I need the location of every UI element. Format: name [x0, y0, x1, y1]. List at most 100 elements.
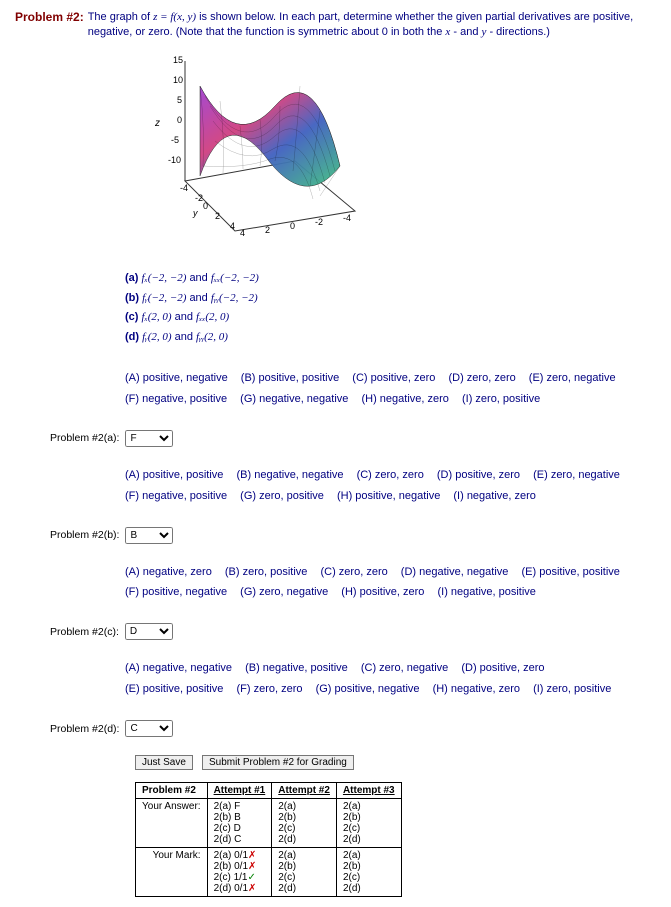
answer-row-b: Problem #2(b): B: [50, 527, 656, 544]
subpart-formula: fᵧ(−2, −2): [142, 292, 186, 304]
option: (I) zero, positive: [533, 683, 611, 695]
option: (F) negative, positive: [125, 393, 227, 405]
table-row: Your Answer: 2(a) F 2(b) B 2(c) D 2(d) C…: [136, 799, 402, 848]
option: (C) positive, zero: [352, 372, 435, 384]
table-cell: 2(a) 2(b) 2(c) 2(d): [272, 799, 337, 848]
y-tick: -2: [195, 193, 203, 203]
option: (B) zero, positive: [225, 566, 308, 578]
option: (B) negative, positive: [245, 662, 348, 674]
subpart-c: (c) fₓ(2, 0) and fₓₓ(2, 0): [125, 308, 656, 328]
cross-icon: ✗: [248, 883, 256, 894]
subpart-and: and: [175, 311, 196, 323]
answer-select-b[interactable]: B: [125, 527, 173, 544]
y-label: y: [192, 208, 198, 218]
answer-select-d[interactable]: C: [125, 720, 173, 737]
options-a: (A) positive, negative (B) positive, pos…: [125, 368, 646, 410]
desc-yvar: y: [482, 26, 487, 38]
answer-select-a[interactable]: F: [125, 430, 173, 447]
table-cell: 2(a) F 2(b) B 2(c) D 2(d) C: [207, 799, 272, 848]
option: (G) zero, positive: [240, 490, 324, 502]
submit-button[interactable]: Submit Problem #2 for Grading: [202, 755, 354, 770]
option: (C) zero, negative: [361, 662, 448, 674]
problem-description: The graph of z = f(x, y) is shown below.…: [88, 10, 656, 41]
desc-text: - directions.): [489, 26, 550, 38]
option: (H) positive, negative: [337, 490, 440, 502]
subpart-b: (b) fᵧ(−2, −2) and fᵧᵧ(−2, −2): [125, 289, 656, 309]
option: (H) negative, zero: [433, 683, 520, 695]
x-tick: 4: [240, 228, 245, 238]
cell-line: 2(c) D: [214, 823, 266, 834]
subparts-list: (a) fₓ(−2, −2) and fₓₓ(−2, −2) (b) fᵧ(−2…: [125, 269, 656, 348]
z-tick: 15: [173, 55, 183, 65]
z-tick: 0: [177, 115, 182, 125]
cell-line: 2(a) 0/1✗: [214, 850, 266, 861]
option: (D) positive, zero: [461, 662, 544, 674]
cell-line: 2(b): [343, 812, 395, 823]
check-icon: ✓: [247, 872, 255, 883]
subpart-formula: fₓₓ(−2, −2): [211, 272, 259, 284]
cell-line: 2(a) F: [214, 801, 266, 812]
option: (D) positive, zero: [437, 469, 520, 481]
z-tick: -10: [168, 155, 181, 165]
y-tick: 2: [215, 211, 220, 221]
table-cell: 2(a) 2(b) 2(c) 2(d): [336, 848, 401, 897]
option: (D) zero, zero: [448, 372, 515, 384]
z-tick: 10: [173, 75, 183, 85]
option: (E) positive, positive: [125, 683, 223, 695]
cell-line: 2(b) 0/1✗: [214, 861, 266, 872]
subpart-formula: fᵧ(2, 0): [142, 331, 171, 343]
cell-line: 2(c): [278, 872, 330, 883]
option: (F) zero, zero: [237, 683, 303, 695]
answer-select-c[interactable]: D: [125, 623, 173, 640]
table-cell: 2(a) 2(b) 2(c) 2(d): [336, 799, 401, 848]
subpart-label: (c): [125, 311, 138, 323]
option: (I) negative, positive: [437, 586, 535, 598]
subpart-and: and: [175, 331, 196, 343]
option: (A) positive, negative: [125, 372, 228, 384]
graph-3d: 15 10 5 0 -5 -10 z: [125, 51, 656, 244]
cell-line: 2(d) 0/1✗: [214, 883, 266, 894]
just-save-button[interactable]: Just Save: [135, 755, 193, 770]
desc-text: - and: [453, 26, 481, 38]
subpart-label: (d): [125, 331, 139, 343]
option: (I) negative, zero: [453, 490, 536, 502]
answer-row-d: Problem #2(d): C: [50, 720, 656, 737]
z-label: z: [154, 118, 160, 129]
table-row: Problem #2 Attempt #1 Attempt #2 Attempt…: [136, 783, 402, 799]
option: (E) positive, positive: [521, 566, 619, 578]
cross-icon: ✗: [248, 850, 256, 861]
cell-line: 2(a): [343, 801, 395, 812]
problem-title: Problem #2:: [15, 10, 84, 24]
answer-label: Problem #2(b):: [50, 529, 119, 541]
z-tick: 5: [177, 95, 182, 105]
option: (I) zero, positive: [462, 393, 540, 405]
y-tick: -4: [180, 183, 188, 193]
answer-label: Problem #2(c):: [50, 626, 119, 638]
option: (B) positive, positive: [241, 372, 339, 384]
option: (G) positive, negative: [316, 683, 420, 695]
z-tick: -5: [171, 135, 179, 145]
x-tick: -4: [343, 213, 351, 223]
table-header: Problem #2: [136, 783, 208, 799]
answer-row-a: Problem #2(a): F: [50, 430, 656, 447]
desc-formula: z = f(x, y): [153, 11, 196, 23]
desc-xvar: x: [445, 26, 450, 38]
cell-line: 2(a): [278, 801, 330, 812]
subpart-formula: fₓ(2, 0): [142, 311, 172, 323]
subpart-label: (a): [125, 272, 138, 284]
option: (A) negative, zero: [125, 566, 212, 578]
cell-line: 2(a): [343, 850, 395, 861]
row-label: Your Answer:: [136, 799, 208, 848]
option: (C) zero, zero: [357, 469, 424, 481]
table-header: Attempt #2: [272, 783, 337, 799]
subpart-d: (d) fᵧ(2, 0) and fᵧᵧ(2, 0): [125, 328, 656, 348]
table-row: Your Mark: 2(a) 0/1✗2(b) 0/1✗2(c) 1/1✓2(…: [136, 848, 402, 897]
option: (E) zero, negative: [529, 372, 616, 384]
subpart-formula: fₓ(−2, −2): [142, 272, 187, 284]
cross-icon: ✗: [248, 861, 256, 872]
subpart-and: and: [189, 272, 210, 284]
option: (A) positive, positive: [125, 469, 223, 481]
x-tick: 0: [290, 221, 295, 231]
cell-line: 2(c) 1/1✓: [214, 872, 266, 883]
cell-line: 2(d): [343, 883, 395, 894]
